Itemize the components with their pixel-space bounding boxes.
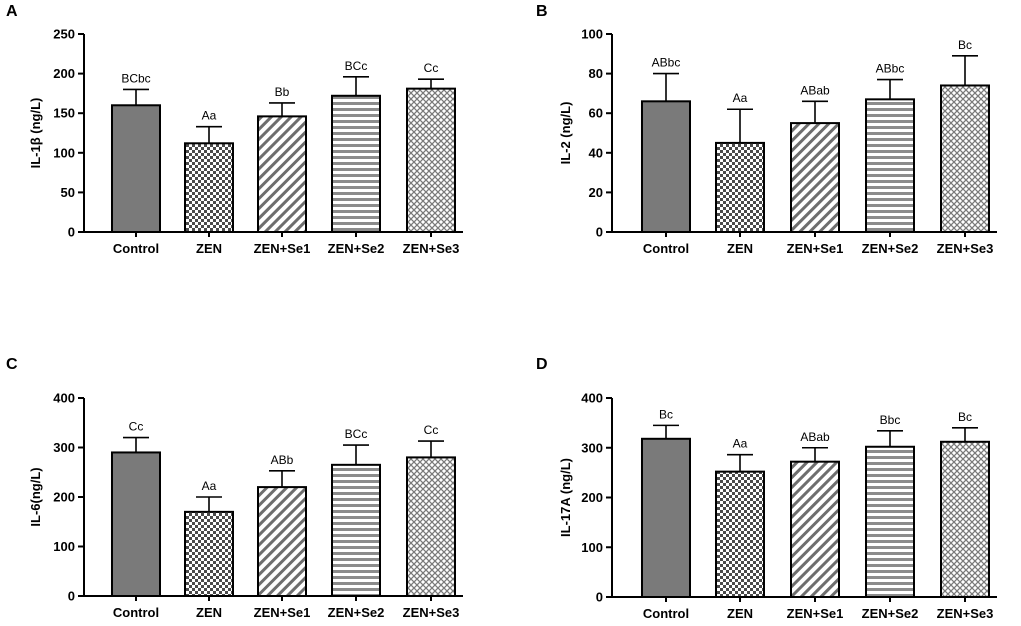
significance-label: Aa <box>733 437 748 451</box>
x-tick-label: ZEN+Se1 <box>787 241 844 256</box>
bar-zen-se1 <box>257 115 307 233</box>
bar-zen-se2 <box>865 98 915 233</box>
significance-label: Aa <box>202 479 217 493</box>
y-axis-label: IL-17A (ng/L) <box>558 458 573 537</box>
x-tick-label: ZEN <box>196 241 222 256</box>
x-tick-label: ZEN <box>727 241 753 256</box>
bar-zen-se3 <box>940 84 990 234</box>
x-tick-label: ZEN+Se1 <box>787 606 844 621</box>
bar-zen-se1 <box>790 122 840 233</box>
x-tick-label: ZEN+Se2 <box>862 606 919 621</box>
x-tick-label: ZEN <box>727 606 753 621</box>
x-tick-label: ZEN+Se3 <box>403 241 460 256</box>
y-axis-label: IL-2 (ng/L) <box>558 102 573 165</box>
y-tick-label: 100 <box>53 539 75 554</box>
x-tick-label: ZEN+Se3 <box>937 241 994 256</box>
y-tick-label: 200 <box>53 490 75 505</box>
panel-d: D IL-17A (ng/L) 0 100 200 300 400 Bc Control Aa ZE… <box>536 356 997 621</box>
significance-label: BCbc <box>121 71 150 85</box>
significance-label: Cc <box>424 61 439 75</box>
bar-zen-se3 <box>406 87 456 234</box>
y-tick-label: 400 <box>581 391 603 406</box>
significance-label: ABab <box>800 83 830 97</box>
significance-label: Aa <box>733 91 748 105</box>
bar-zen-se2 <box>331 463 381 598</box>
significance-label: ABbc <box>876 62 905 76</box>
panel-a: A IL-1β (ng/L) 0 50 100 150 200 250 BCbc Control A… <box>6 3 463 256</box>
x-tick-label: Control <box>643 241 689 256</box>
y-tick-label: 150 <box>53 106 75 121</box>
bar-zen <box>715 141 765 233</box>
significance-label: Bb <box>275 85 290 99</box>
significance-label: ABb <box>271 453 294 467</box>
x-tick-label: Control <box>113 241 159 256</box>
panel-letter: D <box>536 356 548 373</box>
bar-control <box>111 451 161 598</box>
y-tick-label: 200 <box>53 66 75 81</box>
x-tick-label: ZEN <box>196 605 222 620</box>
bar-zen <box>715 470 765 599</box>
bar-control <box>641 100 691 233</box>
y-tick-label: 300 <box>53 440 75 455</box>
x-tick-label: Control <box>643 606 689 621</box>
panel-letter: A <box>6 3 18 20</box>
y-tick-label: 200 <box>581 490 603 505</box>
x-tick-label: ZEN+Se3 <box>403 605 460 620</box>
y-tick-label: 100 <box>581 27 603 42</box>
bar-zen-se2 <box>331 94 381 233</box>
bar-zen-se3 <box>406 456 456 597</box>
y-tick-label: 100 <box>53 145 75 160</box>
x-tick-label: ZEN+Se2 <box>328 605 385 620</box>
bar-zen <box>184 510 234 598</box>
panel-b: B IL-2 (ng/L) 0 20 40 60 80 100 ABbc Control Aa ZEN… <box>536 3 997 256</box>
significance-label: Cc <box>424 423 439 437</box>
panel-letter: C <box>6 356 18 373</box>
y-tick-label: 40 <box>589 145 603 160</box>
y-tick-label: 50 <box>61 185 75 200</box>
y-tick-label: 250 <box>53 27 75 42</box>
x-tick-label: Control <box>113 605 159 620</box>
y-tick-label: 0 <box>68 589 75 604</box>
x-tick-label: ZEN+Se2 <box>328 241 385 256</box>
significance-label: ABab <box>800 430 830 444</box>
x-tick-label: ZEN+Se2 <box>862 241 919 256</box>
bar-control <box>111 104 161 233</box>
bar-zen-se1 <box>257 486 307 598</box>
significance-label: Aa <box>202 109 217 123</box>
bar-zen-se3 <box>940 440 990 598</box>
y-tick-label: 20 <box>589 185 603 200</box>
panel-c: C IL-6(ng/L) 0 100 200 300 400 Cc Control Aa ZEN AB… <box>6 356 463 620</box>
y-tick-label: 0 <box>596 225 603 240</box>
y-tick-label: 100 <box>581 540 603 555</box>
panel-letter: B <box>536 3 548 20</box>
bar-zen-se2 <box>865 445 915 598</box>
x-tick-label: ZEN+Se3 <box>937 606 994 621</box>
y-tick-label: 0 <box>68 225 75 240</box>
bar-zen <box>184 142 234 234</box>
y-tick-label: 0 <box>596 590 603 605</box>
y-tick-label: 60 <box>589 106 603 121</box>
significance-label: Bc <box>958 410 972 424</box>
y-tick-label: 400 <box>53 391 75 406</box>
y-axis-label: IL-1β (ng/L) <box>28 98 43 169</box>
y-axis-label: IL-6(ng/L) <box>28 467 43 526</box>
bar-zen-se1 <box>790 460 840 598</box>
significance-label: Cc <box>129 420 144 434</box>
x-tick-label: ZEN+Se1 <box>254 241 311 256</box>
y-tick-label: 80 <box>589 66 603 81</box>
significance-label: BCc <box>345 427 368 441</box>
significance-label: BCc <box>345 59 368 73</box>
bar-control <box>641 437 691 599</box>
y-tick-label: 300 <box>581 440 603 455</box>
x-tick-label: ZEN+Se1 <box>254 605 311 620</box>
significance-label: Bbc <box>880 413 901 427</box>
significance-label: Bc <box>659 407 673 421</box>
significance-label: Bc <box>958 38 972 52</box>
significance-label: ABbc <box>652 56 681 70</box>
